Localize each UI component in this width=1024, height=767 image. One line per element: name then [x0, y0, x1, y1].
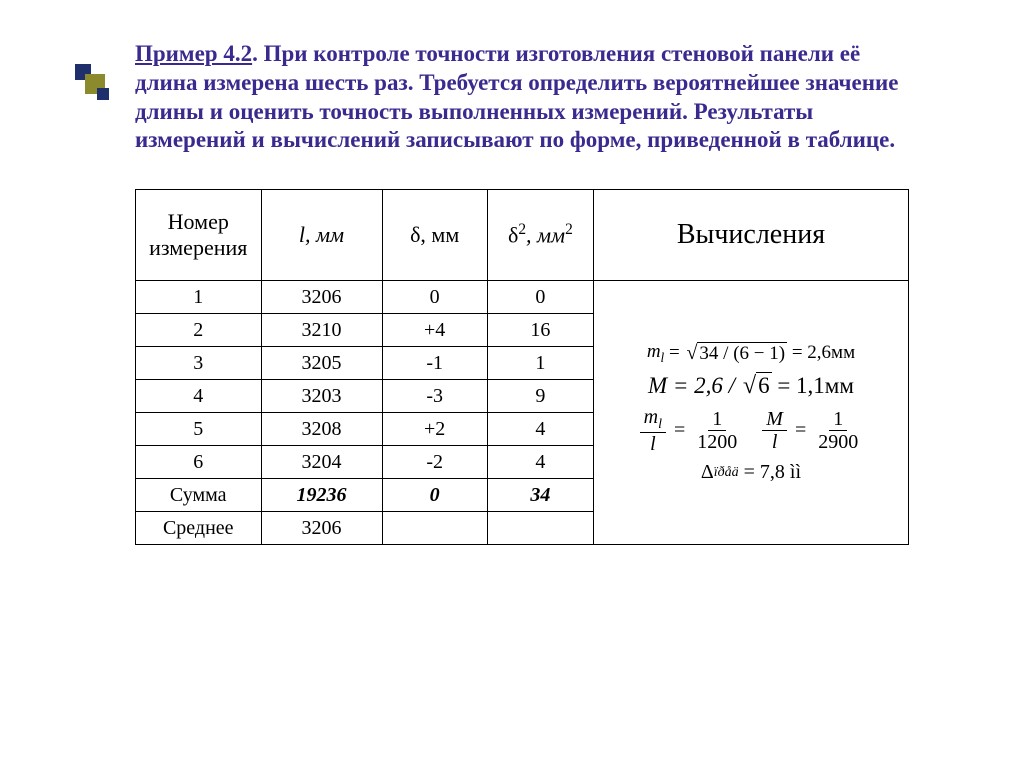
cell-l: 3206 [261, 281, 382, 314]
slide-content: Пример 4.2. При контроле точности изгото… [0, 0, 1024, 545]
table-row: 1 3206 0 0 ml = 34 / (6 − 1) = 2,6мм M =… [136, 281, 909, 314]
mean-d2 [487, 512, 593, 545]
example-number: Пример 4.2 [135, 41, 252, 66]
header-calc: Вычисления [593, 190, 908, 281]
sum-d: 0 [382, 479, 487, 512]
cell-d: -1 [382, 347, 487, 380]
calculations-cell: ml = 34 / (6 − 1) = 2,6мм M = 2,6 / 6 = … [593, 281, 908, 545]
cell-d: +2 [382, 413, 487, 446]
table-header-row: Номер измерения l, мм δ, мм δ2, мм2 Вычи… [136, 190, 909, 281]
cell-d: +4 [382, 314, 487, 347]
cell-n: 6 [136, 446, 262, 479]
cell-d2: 9 [487, 380, 593, 413]
cell-d2: 4 [487, 446, 593, 479]
mean-d [382, 512, 487, 545]
decorative-bullet [75, 64, 115, 100]
cell-l: 3205 [261, 347, 382, 380]
header-delta: δ, мм [382, 190, 487, 281]
cell-n: 5 [136, 413, 262, 446]
header-l: l, мм [261, 190, 382, 281]
cell-l: 3210 [261, 314, 382, 347]
sum-d2: 34 [487, 479, 593, 512]
sum-l: 19236 [261, 479, 382, 512]
cell-d: -3 [382, 380, 487, 413]
cell-d2: 4 [487, 413, 593, 446]
cell-l: 3203 [261, 380, 382, 413]
cell-d2: 0 [487, 281, 593, 314]
cell-d2: 1 [487, 347, 593, 380]
cell-l: 3208 [261, 413, 382, 446]
sum-label: Сумма [136, 479, 262, 512]
cell-d2: 16 [487, 314, 593, 347]
measurements-table: Номер измерения l, мм δ, мм δ2, мм2 Вычи… [135, 189, 909, 545]
header-delta-sq: δ2, мм2 [487, 190, 593, 281]
cell-n: 2 [136, 314, 262, 347]
cell-d: 0 [382, 281, 487, 314]
mean-label: Среднее [136, 512, 262, 545]
cell-l: 3204 [261, 446, 382, 479]
cell-d: -2 [382, 446, 487, 479]
header-number: Номер измерения [136, 190, 262, 281]
cell-n: 1 [136, 281, 262, 314]
cell-n: 4 [136, 380, 262, 413]
title-paragraph: Пример 4.2. При контроле точности изгото… [135, 40, 909, 155]
mean-l: 3206 [261, 512, 382, 545]
cell-n: 3 [136, 347, 262, 380]
